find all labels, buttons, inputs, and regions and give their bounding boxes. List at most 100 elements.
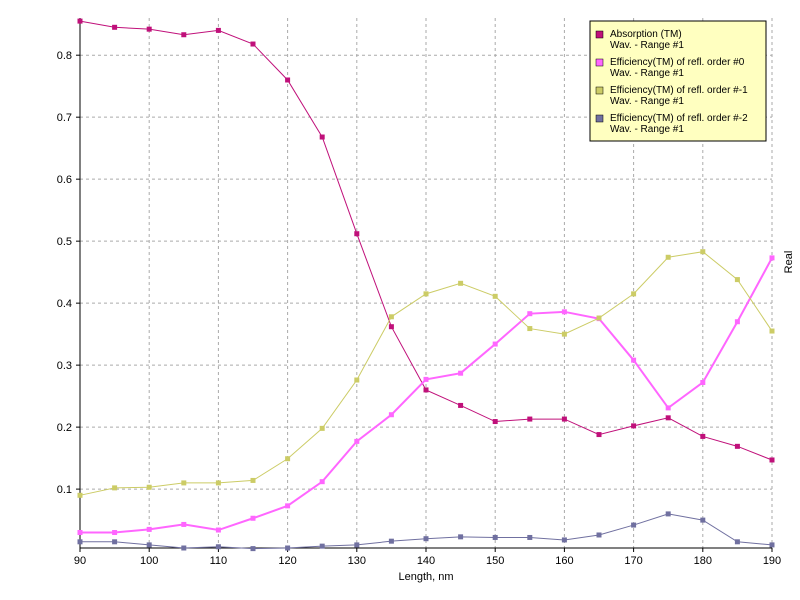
legend-sublabel: Wav. - Range #1 [610, 96, 684, 107]
data-point [458, 280, 464, 286]
data-point [458, 370, 464, 376]
data-point [146, 542, 152, 548]
x-tick-label: 120 [278, 555, 296, 567]
x-tick-label: 90 [74, 555, 86, 567]
data-point [734, 443, 740, 449]
data-point [285, 456, 291, 462]
y-tick-label: 0.6 [57, 174, 72, 186]
data-point [631, 357, 637, 363]
legend-swatch [595, 114, 604, 123]
data-point [423, 291, 429, 297]
data-point [388, 324, 394, 330]
x-tick-label: 100 [140, 555, 158, 567]
data-point [458, 402, 464, 408]
data-point [700, 379, 706, 385]
y-tick-label: 0.3 [57, 360, 72, 372]
data-point [319, 425, 325, 431]
data-point [77, 492, 83, 498]
data-point [665, 254, 671, 260]
data-point [215, 480, 221, 486]
data-point [561, 331, 567, 337]
data-point [354, 438, 360, 444]
data-point [77, 530, 83, 536]
data-point [146, 484, 152, 490]
data-point [631, 522, 637, 528]
data-point [181, 32, 187, 38]
data-point [181, 521, 187, 527]
data-point [112, 539, 118, 545]
data-point [77, 18, 83, 24]
data-point [561, 537, 567, 543]
series-line [80, 257, 773, 534]
data-point [112, 485, 118, 491]
legend-swatch [595, 58, 604, 67]
x-axis-label: Length, nm [398, 571, 453, 583]
data-point [319, 134, 325, 140]
data-point [734, 319, 740, 325]
data-point [769, 542, 775, 548]
data-point [319, 479, 325, 485]
legend-box [589, 20, 767, 142]
data-point [734, 277, 740, 283]
legend-swatch [595, 86, 604, 95]
data-point [492, 534, 498, 540]
data-point [665, 415, 671, 421]
data-point [769, 328, 775, 334]
y-tick-label: 0.2 [57, 422, 72, 434]
data-point [596, 432, 602, 438]
legend-label: Absorption (TM) [610, 29, 682, 40]
data-point [561, 309, 567, 315]
y-tick-label: 0.8 [57, 50, 72, 62]
data-point [596, 315, 602, 321]
data-point [250, 546, 256, 552]
data-point [388, 538, 394, 544]
data-point [631, 291, 637, 297]
data-point [354, 377, 360, 383]
legend-sublabel: Wav. - Range #1 [610, 40, 684, 51]
data-point [734, 539, 740, 545]
data-point [458, 534, 464, 540]
data-point [492, 419, 498, 425]
data-point [527, 416, 533, 422]
data-point [215, 27, 221, 33]
data-point [285, 545, 291, 551]
data-point [215, 544, 221, 550]
data-point [769, 457, 775, 463]
legend-label: Efficiency(TM) of refl. order #-2 [610, 113, 748, 124]
data-point [146, 26, 152, 32]
data-point [423, 536, 429, 542]
data-point [77, 539, 83, 545]
legend-sublabel: Wav. - Range #1 [610, 68, 684, 79]
legend-sublabel: Wav. - Range #1 [610, 124, 684, 135]
x-tick-label: 140 [417, 555, 435, 567]
data-point [181, 545, 187, 551]
y-tick-label: 0.7 [57, 112, 72, 124]
legend-label: Efficiency(TM) of refl. order #-1 [610, 85, 748, 96]
x-tick-label: 110 [210, 555, 228, 567]
data-point [596, 532, 602, 538]
data-point [423, 387, 429, 393]
data-point [112, 530, 118, 536]
data-point [423, 376, 429, 382]
data-point [181, 480, 187, 486]
x-tick-label: 190 [763, 555, 781, 567]
x-tick-label: 170 [624, 555, 642, 567]
data-point [250, 41, 256, 47]
x-tick-label: 160 [555, 555, 573, 567]
data-point [215, 527, 221, 533]
data-point [354, 231, 360, 237]
data-point [561, 416, 567, 422]
legend-label: Efficiency(TM) of refl. order #0 [610, 57, 745, 68]
data-point [388, 314, 394, 320]
data-point [527, 534, 533, 540]
data-point [527, 326, 533, 332]
series-line [80, 513, 773, 550]
data-point [527, 311, 533, 317]
y-tick-label: 0.1 [57, 484, 72, 496]
data-point [250, 515, 256, 521]
data-point [665, 405, 671, 411]
data-point [354, 542, 360, 548]
data-point [631, 423, 637, 429]
y-tick-label: 0.5 [57, 236, 72, 248]
